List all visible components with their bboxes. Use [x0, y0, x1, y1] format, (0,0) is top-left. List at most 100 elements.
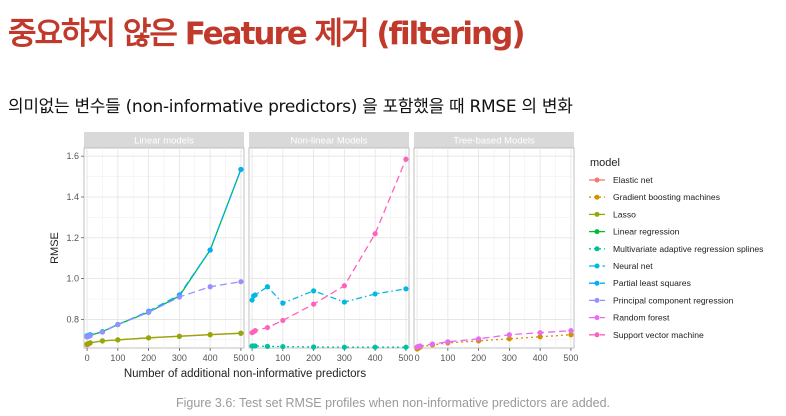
data-point [252, 328, 258, 334]
legend-label: Neural net [613, 261, 653, 271]
x-tick-label: 100 [275, 353, 290, 363]
y-tick-label: 1.4 [66, 192, 79, 202]
legend-point-key [594, 194, 600, 200]
data-point [264, 284, 271, 290]
legend-point-key [594, 315, 600, 321]
facet-strip [249, 132, 409, 148]
data-point [249, 297, 255, 303]
legend-item: Multivariate adaptive regression splines [589, 244, 763, 254]
x-tick-label: 400 [203, 353, 218, 363]
data-point [207, 247, 213, 253]
facet-strip-label: Linear models [134, 136, 194, 147]
y-tick-label: 1.2 [66, 233, 79, 243]
legend-label: Lasso [613, 209, 636, 219]
y-tick-label: 0.8 [66, 314, 79, 324]
x-tick-label: 400 [368, 353, 383, 363]
legend: model Elastic net Gradient boosting machi… [589, 157, 763, 340]
x-tick-label: 500 [398, 353, 413, 363]
data-point [568, 328, 574, 334]
legend-label: Elastic net [613, 175, 653, 185]
x-tick-label: 100 [440, 353, 455, 363]
data-point [403, 344, 409, 350]
x-axis-label: Number of additional non-informative pre… [124, 368, 367, 380]
data-point [176, 333, 182, 339]
data-point [341, 344, 347, 350]
data-point [372, 231, 378, 237]
legend-item: Gradient boosting machines [589, 192, 720, 202]
x-tick-label: 200 [306, 353, 321, 363]
data-point [429, 341, 436, 347]
facet-strip [84, 132, 244, 148]
x-tick-label: 0 [85, 353, 90, 363]
y-tick-label: 1.0 [66, 274, 79, 284]
legend-point-key [594, 280, 600, 286]
facet-strip [414, 132, 574, 148]
data-point [207, 284, 213, 290]
x-tick-label: 300 [172, 353, 187, 363]
legend-point-key [594, 297, 600, 303]
data-point [568, 332, 574, 338]
legend-label: Support vector machine [613, 330, 704, 340]
data-point [372, 344, 378, 350]
data-point [146, 309, 152, 315]
x-tick-label: 300 [502, 353, 517, 363]
facet-strip-label: Tree-based Models [453, 136, 535, 147]
x-tick-label: 200 [141, 353, 156, 363]
data-point [311, 301, 317, 307]
series-multivariate-adaptive-regression-splines [249, 343, 409, 350]
legend-item: Principal component regression [589, 295, 734, 305]
data-point [99, 329, 106, 335]
legend-point-key [594, 177, 600, 183]
legend-item: Lasso [589, 209, 636, 219]
data-point [417, 343, 423, 349]
series-support-vector-machine [249, 156, 409, 336]
data-point [445, 339, 451, 345]
x-tick-label: 200 [471, 353, 486, 363]
data-point [537, 334, 543, 340]
series-neural-net [249, 284, 409, 306]
legend-title: model [590, 157, 620, 169]
x-tick-label: 500 [233, 353, 248, 363]
legend-item: Linear regression [589, 227, 680, 237]
x-tick-label: 100 [110, 353, 125, 363]
facet-panel: Non-linear Models 0 100 200 300 400 500 [248, 132, 413, 363]
legend-item: Neural net [589, 261, 653, 271]
data-point [280, 300, 286, 306]
data-point [146, 335, 152, 341]
y-axis-label: RMSE [49, 232, 61, 264]
data-point [372, 291, 378, 297]
data-point [87, 333, 93, 339]
legend-item: Random forest [589, 313, 670, 323]
data-point [264, 324, 271, 331]
legend-item: Partial least squares [589, 278, 691, 288]
data-point [311, 288, 317, 294]
data-point [207, 332, 213, 338]
data-point [252, 292, 258, 298]
data-point [537, 330, 543, 336]
x-tick-label: 400 [533, 353, 548, 363]
data-point [341, 299, 347, 305]
legend-point-key [594, 229, 600, 235]
legend-label: Multivariate adaptive regression splines [613, 244, 763, 254]
data-point [238, 330, 244, 336]
data-point [87, 340, 93, 346]
data-point [403, 156, 409, 162]
data-point [238, 166, 244, 173]
data-point [115, 337, 121, 343]
legend-point-key [594, 246, 600, 252]
data-point [99, 338, 106, 344]
data-point [264, 343, 271, 349]
legend-point-key [594, 263, 600, 269]
series-random-forest [414, 328, 574, 350]
legend-item: Support vector machine [589, 330, 704, 340]
legend-label: Partial least squares [613, 278, 691, 288]
legend-point-key [594, 332, 600, 338]
legend-point-key [594, 211, 600, 217]
data-point [506, 336, 512, 342]
legend-item: Elastic net [589, 175, 653, 185]
legend-label: Principal component regression [613, 295, 734, 305]
data-point [238, 279, 244, 285]
data-point [280, 317, 286, 324]
x-tick-label: 300 [337, 353, 352, 363]
data-point [506, 332, 512, 338]
